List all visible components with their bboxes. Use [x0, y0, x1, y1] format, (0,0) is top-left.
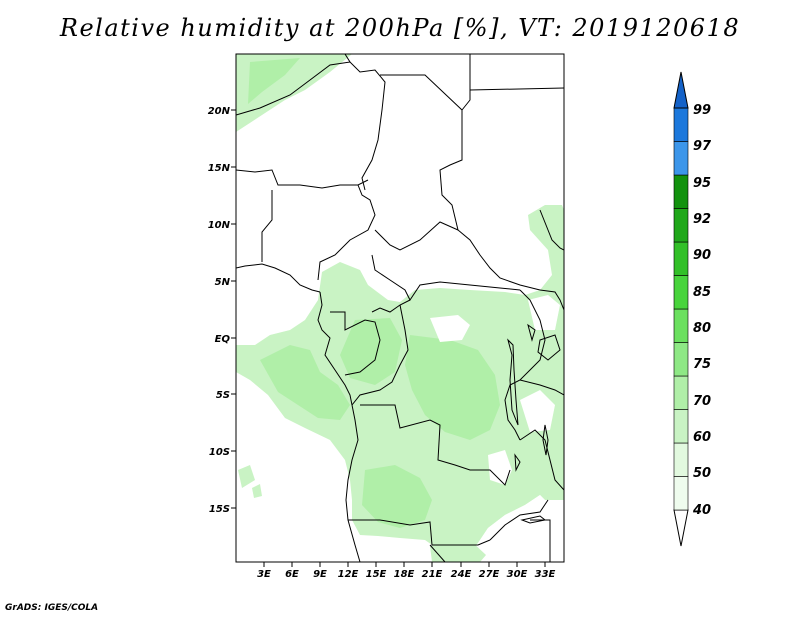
lat-label: 5N	[215, 277, 231, 288]
colorbar: 40 50 60 70 75 80 85 90 92 95 97 99	[673, 71, 712, 547]
lat-label: EQ	[215, 334, 231, 345]
lon-label: 15E	[366, 569, 387, 580]
lon-label: 24E	[451, 569, 472, 580]
lat-label: 20N	[208, 106, 231, 117]
lat-label: 15N	[208, 163, 231, 174]
humidity-area-north-inner	[248, 58, 300, 104]
colorbar-segment	[673, 107, 689, 142]
humidity-area-center	[340, 318, 402, 385]
lakes	[507, 323, 561, 524]
colorbar-label: 50	[693, 466, 711, 481]
colorbar-label: 70	[693, 394, 711, 409]
colorbar-label: 95	[693, 176, 711, 191]
lat-label: 5S	[216, 390, 230, 401]
humidity-speck-1	[238, 465, 255, 488]
colorbar-segment	[673, 342, 689, 377]
colorbar-segment	[673, 208, 689, 243]
humidity-area-west	[260, 345, 350, 420]
lat-label: 15S	[209, 504, 230, 515]
humidity-field	[236, 54, 564, 562]
colorbar-segment	[673, 375, 689, 410]
colorbar-segments	[673, 71, 689, 547]
credit-label: GrADS: IGES/COLA	[5, 603, 99, 613]
colorbar-label: 80	[693, 321, 711, 336]
lon-label: 27E	[479, 569, 500, 580]
lat-label: 10S	[209, 447, 230, 458]
colorbar-label: 60	[693, 430, 711, 445]
colorbar-label: 92	[693, 212, 711, 227]
humidity-area-basin	[405, 335, 500, 440]
colorbar-label: 99	[693, 103, 711, 118]
lon-label: 21E	[422, 569, 443, 580]
colorbar-segment	[673, 442, 689, 477]
lon-label: 30E	[507, 569, 528, 580]
colorbar-segment	[673, 308, 689, 343]
lon-label: 33E	[535, 569, 556, 580]
colorbar-segment	[673, 476, 689, 511]
colorbar-label: 40	[692, 503, 711, 518]
colorbar-label: 97	[693, 139, 712, 154]
chart-title: Relative humidity at 200hPa [%], VT: 201…	[59, 14, 741, 42]
dry-patch-2	[488, 450, 512, 485]
dry-patch-4	[528, 295, 560, 330]
lat-label: 10N	[208, 220, 231, 231]
colorbar-segment	[673, 409, 689, 444]
lon-label: 6E	[285, 569, 299, 580]
colorbar-segment	[673, 141, 689, 176]
lat-axis: 20N 15N 10N 5N EQ 5S 10S 15S	[208, 106, 231, 515]
lon-label: 3E	[257, 569, 271, 580]
plot-frame	[235, 53, 565, 563]
dry-patch-3	[520, 390, 555, 432]
humidity-area-main	[236, 205, 564, 556]
country-borders	[236, 54, 564, 562]
colorbar-label: 85	[693, 285, 711, 300]
humidity-speck-2	[252, 484, 262, 498]
colorbar-segment	[673, 275, 689, 310]
lon-label: 12E	[338, 569, 359, 580]
axis-ticks	[231, 109, 546, 567]
colorbar-segment	[673, 241, 689, 276]
colorbar-segment	[673, 174, 689, 209]
lon-label: 18E	[394, 569, 415, 580]
dry-patch-1	[430, 315, 470, 342]
colorbar-segment	[673, 509, 689, 547]
colorbar-label: 75	[693, 357, 711, 372]
colorbar-segment	[673, 71, 689, 109]
lon-axis: 3E 6E 9E 12E 15E 18E 21E 24E 27E 30E 33E	[257, 569, 555, 580]
humidity-area-south	[362, 465, 432, 528]
lon-label: 9E	[313, 569, 327, 580]
colorbar-label: 90	[693, 248, 711, 263]
